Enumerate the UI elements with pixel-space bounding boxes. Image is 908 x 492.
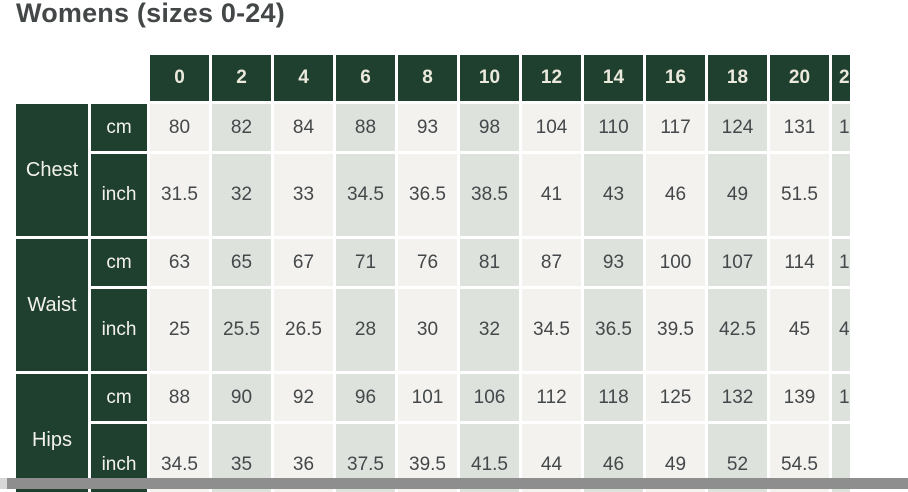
size-header-12: 12 bbox=[522, 55, 581, 101]
cell: 39.5 bbox=[646, 289, 705, 371]
unit-label: cm bbox=[91, 104, 147, 151]
size-table-viewport: 0 2 4 6 8 10 12 14 16 18 20 2 Chest cm 8… bbox=[13, 52, 850, 492]
cell: 36.5 bbox=[584, 289, 643, 371]
cell: 25.5 bbox=[212, 289, 271, 371]
cell: 33 bbox=[274, 154, 333, 236]
cell: 92 bbox=[274, 374, 333, 421]
cell: 46 bbox=[646, 154, 705, 236]
waist-cm-row: Waist cm 63 65 67 71 76 81 87 93 100 107… bbox=[16, 239, 850, 371]
cell: 26.5 bbox=[274, 289, 333, 371]
cell: 34.5 bbox=[522, 289, 581, 371]
size-header-16: 16 bbox=[646, 55, 705, 101]
cell: 110 bbox=[584, 104, 643, 151]
size-header-14: 14 bbox=[584, 55, 643, 101]
unit-label: inch bbox=[91, 289, 147, 371]
cell: 43 bbox=[584, 154, 643, 236]
horizontal-scrollbar[interactable] bbox=[0, 478, 908, 489]
unit-label: cm bbox=[91, 239, 147, 286]
cell: 93 bbox=[398, 104, 457, 151]
cell-clipped bbox=[832, 424, 850, 492]
cell: 114 bbox=[770, 239, 829, 286]
cell: 25 bbox=[150, 289, 209, 371]
cell-clipped: 1 bbox=[832, 374, 850, 421]
cell: 36.5 bbox=[398, 154, 457, 236]
cell: 88 bbox=[150, 374, 209, 421]
cell: 90 bbox=[212, 374, 271, 421]
cell: 104 bbox=[522, 104, 581, 151]
cell: 132 bbox=[708, 374, 767, 421]
cell: 117 bbox=[646, 104, 705, 151]
cell: 139 bbox=[770, 374, 829, 421]
page-title: Womens (sizes 0-24) bbox=[16, 0, 285, 28]
cell: 41 bbox=[522, 154, 581, 236]
cell-clipped: 1 bbox=[832, 239, 850, 286]
row-group-hips: Hips bbox=[16, 374, 88, 492]
unit-label: inch bbox=[91, 154, 147, 236]
cell: 51.5 bbox=[770, 154, 829, 236]
hips-cm-row: Hips cm 88 90 92 96 101 106 112 118 125 … bbox=[16, 374, 850, 492]
cell: 125 bbox=[646, 374, 705, 421]
cell: 101 bbox=[398, 374, 457, 421]
cell: 38.5 bbox=[460, 154, 519, 236]
size-header-row: 0 2 4 6 8 10 12 14 16 18 20 2 bbox=[16, 55, 850, 101]
cell: 80 bbox=[150, 104, 209, 151]
size-header-2: 2 bbox=[212, 55, 271, 101]
size-header-20: 20 bbox=[770, 55, 829, 101]
cell: 63 bbox=[150, 239, 209, 286]
size-header-10: 10 bbox=[460, 55, 519, 101]
size-header-0: 0 bbox=[150, 55, 209, 101]
cell: 49 bbox=[708, 154, 767, 236]
cell: 96 bbox=[336, 374, 395, 421]
cell: 87 bbox=[522, 239, 581, 286]
cell: 42.5 bbox=[708, 289, 767, 371]
cell: 82 bbox=[212, 104, 271, 151]
cell: 71 bbox=[336, 239, 395, 286]
cell: 32 bbox=[460, 289, 519, 371]
waist-inch-row: inch 25 25.5 26.5 28 30 32 34.5 36.5 39.… bbox=[16, 289, 850, 371]
cell: 31.5 bbox=[150, 154, 209, 236]
cell: 84 bbox=[274, 104, 333, 151]
row-group-chest: Chest bbox=[16, 104, 88, 236]
cell: 131 bbox=[770, 104, 829, 151]
cell: 34.5 bbox=[336, 154, 395, 236]
cell: 67 bbox=[274, 239, 333, 286]
cell: 100 bbox=[646, 239, 705, 286]
size-header-18: 18 bbox=[708, 55, 767, 101]
cell: 118 bbox=[584, 374, 643, 421]
cell: 93 bbox=[584, 239, 643, 286]
cell: 30 bbox=[398, 289, 457, 371]
size-header-4: 4 bbox=[274, 55, 333, 101]
cell: 88 bbox=[336, 104, 395, 151]
unit-label: cm bbox=[91, 374, 147, 421]
header-spacer bbox=[16, 55, 147, 101]
cell: 32 bbox=[212, 154, 271, 236]
cell: 98 bbox=[460, 104, 519, 151]
cell-clipped bbox=[832, 154, 850, 236]
cell: 81 bbox=[460, 239, 519, 286]
row-group-waist: Waist bbox=[16, 239, 88, 371]
cell: 65 bbox=[212, 239, 271, 286]
size-header-6: 6 bbox=[336, 55, 395, 101]
cell: 28 bbox=[336, 289, 395, 371]
cell: 45 bbox=[770, 289, 829, 371]
cell-clipped: 1 bbox=[832, 104, 850, 151]
cell: 124 bbox=[708, 104, 767, 151]
cell: 106 bbox=[460, 374, 519, 421]
cell: 112 bbox=[522, 374, 581, 421]
scrollbar-thumb[interactable] bbox=[7, 478, 908, 489]
size-header-8: 8 bbox=[398, 55, 457, 101]
size-table: 0 2 4 6 8 10 12 14 16 18 20 2 Chest cm 8… bbox=[13, 52, 850, 492]
cell: 76 bbox=[398, 239, 457, 286]
size-header-clipped: 2 bbox=[832, 55, 850, 101]
cell: 107 bbox=[708, 239, 767, 286]
cell-clipped: 4 bbox=[832, 289, 850, 371]
chest-cm-row: Chest cm 80 82 84 88 93 98 104 110 117 1… bbox=[16, 104, 850, 236]
chest-inch-row: inch 31.5 32 33 34.5 36.5 38.5 41 43 46 … bbox=[16, 154, 850, 236]
